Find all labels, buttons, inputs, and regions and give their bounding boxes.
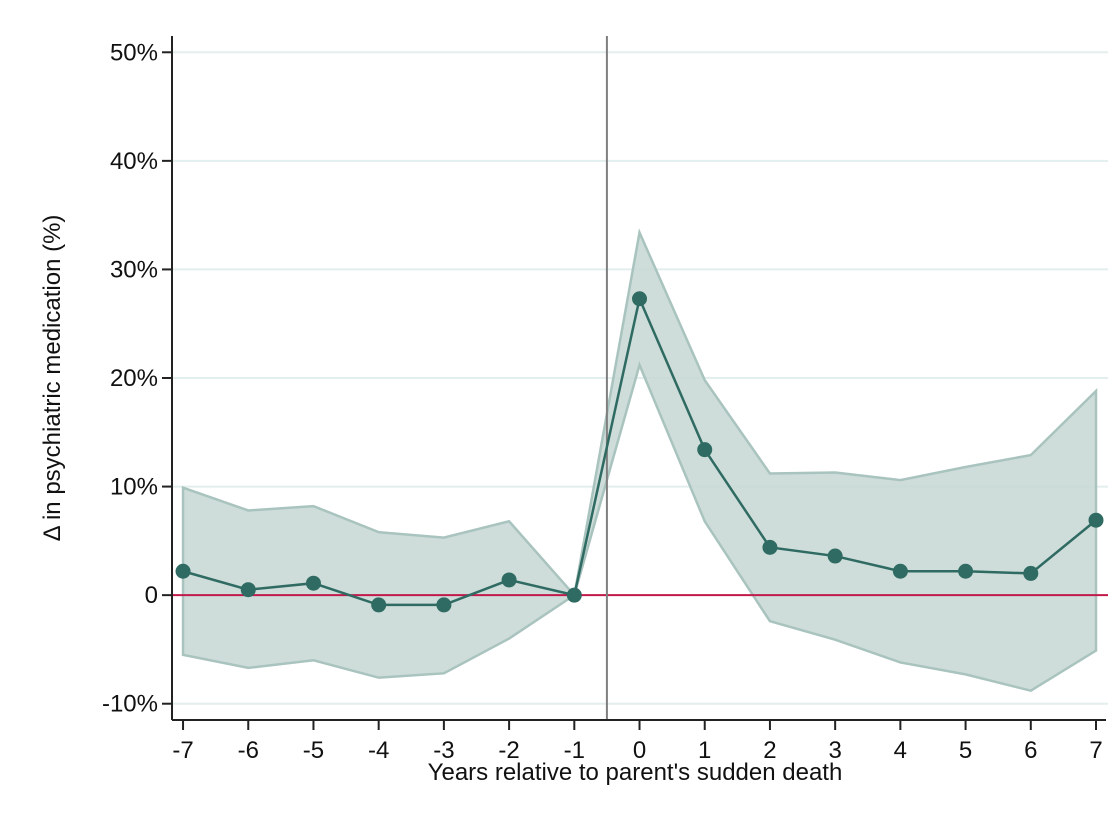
reference-lines	[172, 36, 1108, 720]
data-point	[958, 563, 974, 579]
y-axis-title: Δ in psychiatric medication (%)	[39, 215, 66, 542]
y-tick-label: 20%	[110, 365, 158, 392]
x-tick-label: -2	[498, 737, 519, 764]
data-point	[1088, 512, 1104, 528]
data-point	[371, 597, 387, 613]
data-point	[175, 563, 191, 579]
x-tick-label: 1	[698, 737, 711, 764]
data-point	[762, 539, 778, 555]
axes: -10% 0 10% 20% 30% 40% 50% -7 -6 -5 -4 -3 -2 -1 0 1 2 3 4 5…	[102, 36, 1106, 764]
series-points	[175, 291, 1104, 613]
x-tick-label: 5	[959, 737, 972, 764]
y-tick-label: -10%	[102, 691, 158, 718]
y-tick-label: 50%	[110, 39, 158, 66]
data-point	[501, 572, 517, 588]
x-tick-label: -1	[564, 737, 585, 764]
x-tick-label: 7	[1089, 737, 1102, 764]
data-point	[892, 563, 908, 579]
data-point	[305, 575, 321, 591]
x-tick-label: 4	[894, 737, 907, 764]
x-tick-label: -3	[433, 737, 454, 764]
x-tick-label: -7	[172, 737, 193, 764]
data-point	[697, 442, 713, 458]
ci-band	[181, 228, 1098, 693]
x-tick-label: -5	[303, 737, 324, 764]
data-point	[827, 548, 843, 564]
y-tick-label: 30%	[110, 256, 158, 283]
gridlines	[172, 51, 1108, 705]
x-tick-label: -6	[238, 737, 259, 764]
data-point	[436, 597, 452, 613]
x-tick-label: -4	[368, 737, 389, 764]
y-tick-label: 0	[145, 582, 158, 609]
data-point	[566, 587, 582, 603]
data-point	[240, 582, 256, 598]
y-tick-label: 40%	[110, 148, 158, 175]
confidence-band	[181, 228, 1098, 693]
data-point	[632, 291, 648, 307]
x-tick-label: 3	[828, 737, 841, 764]
x-tick-label: 2	[763, 737, 776, 764]
data-point	[1023, 565, 1039, 581]
x-tick-label: 6	[1024, 737, 1037, 764]
x-tick-label: 0	[633, 737, 646, 764]
x-axis-title: Years relative to parent's sudden death	[428, 759, 843, 786]
y-tick-label: 10%	[110, 474, 158, 501]
